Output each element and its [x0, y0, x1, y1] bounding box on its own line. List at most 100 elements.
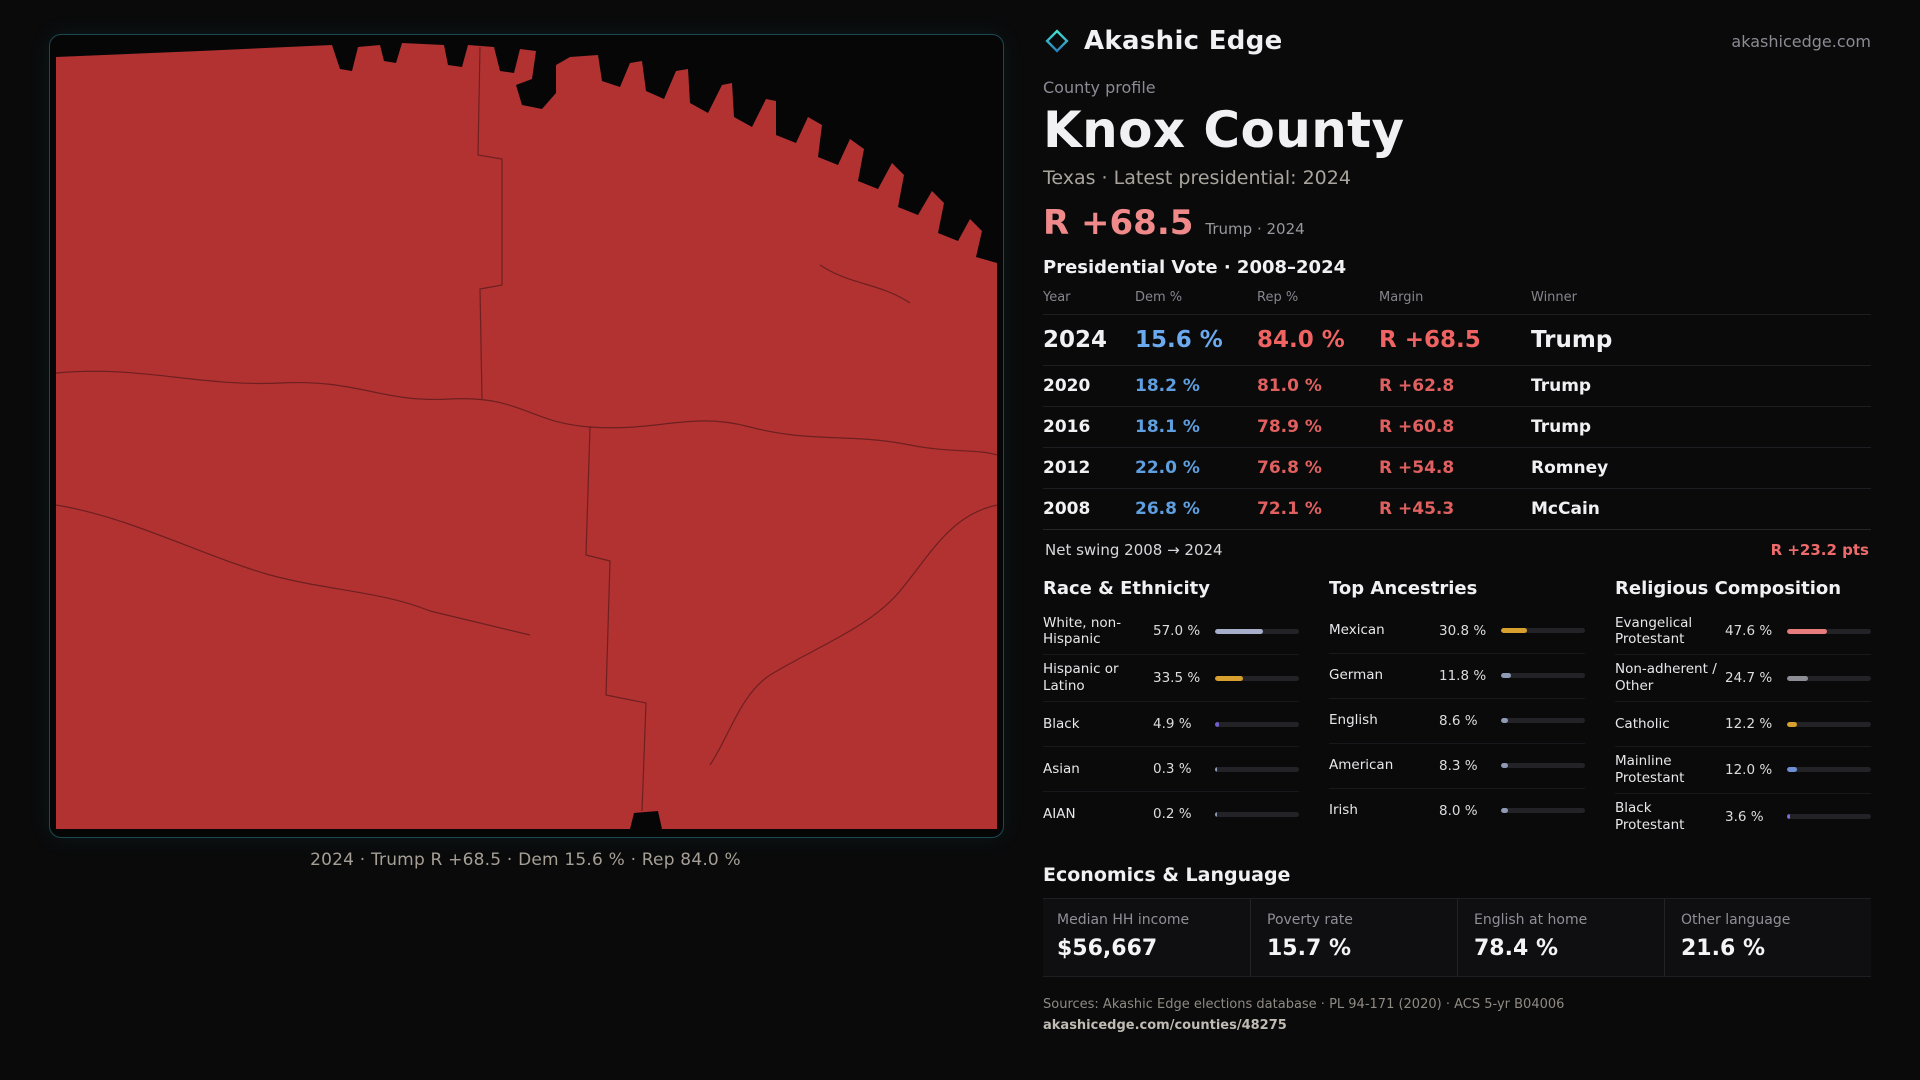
stat-1: Poverty rate 15.7 %	[1250, 898, 1457, 976]
vote-dem: 18.2 %	[1135, 375, 1200, 396]
demo-column-title: Race & Ethnicity	[1043, 577, 1210, 599]
demo-value: 11.8 %	[1439, 667, 1487, 684]
demo-value: 24.7 %	[1725, 670, 1773, 687]
demo-row: White, non-Hispanic 57.0 %	[1043, 609, 1299, 656]
demo-bar-fill	[1215, 675, 1244, 681]
demo-bar-fill	[1787, 721, 1798, 727]
brand-name: Akashic Edge	[1084, 26, 1283, 56]
demo-bar	[1215, 721, 1299, 727]
demo-bar	[1501, 673, 1585, 678]
demo-row: Non-adherent / Other 24.7 %	[1615, 655, 1871, 702]
stat-label: Median HH income	[1057, 911, 1190, 928]
demo-column-0: Race & Ethnicity White, non-Hispanic 57.0 …	[1043, 576, 1299, 837]
demo-label: English	[1329, 712, 1378, 729]
demo-bar	[1787, 721, 1871, 727]
demo-bar-fill	[1215, 811, 1217, 817]
precinct-boundaries	[55, 46, 998, 812]
demo-bar-fill	[1215, 721, 1220, 727]
stat-value: 78.4 %	[1474, 935, 1558, 961]
demo-row: Asian 0.3 %	[1043, 747, 1299, 792]
vote-col-header-4: Winner	[1531, 289, 1578, 305]
vote-row-2020: 2020 18.2 % 81.0 % R +62.8 Trump	[1043, 364, 1871, 406]
demo-row: Evangelical Protestant 47.6 %	[1615, 609, 1871, 656]
vote-table-title: Presidential Vote · 2008–2024	[1043, 256, 1347, 278]
stat-0: Median HH income $56,667	[1043, 899, 1250, 976]
demo-bar-fill	[1787, 767, 1798, 773]
demo-bar	[1215, 628, 1299, 634]
vote-dem: 22.0 %	[1135, 457, 1200, 478]
vote-winner: Trump	[1531, 416, 1592, 437]
demo-column-2: Religious Composition Evangelical Protest…	[1615, 576, 1871, 840]
sources-line: Sources: Akashic Edge elections database…	[1043, 996, 1565, 1012]
map-caption: 2024 · Trump R +68.5 · Dem 15.6 % · Rep …	[310, 850, 741, 870]
demo-bar	[1501, 718, 1585, 723]
demo-label: Black Protestant	[1615, 799, 1685, 833]
economics-title: Economics & Language	[1043, 863, 1291, 886]
demo-bar	[1501, 808, 1585, 813]
vote-col-header-1: Dem %	[1135, 289, 1183, 305]
demo-bar-fill	[1501, 763, 1508, 768]
vote-col-header-0: Year	[1043, 289, 1071, 305]
demo-bar	[1787, 628, 1871, 634]
demo-column-title: Top Ancestries	[1329, 577, 1478, 599]
demo-label: American	[1329, 757, 1394, 774]
permalink-url: akashicedge.com/counties/48275	[1043, 1017, 1287, 1033]
site-header: Akashic Edge akashicedge.com	[1043, 26, 1871, 56]
demo-label: Black	[1043, 715, 1080, 732]
brand-domain-link[interactable]: akashicedge.com	[1731, 31, 1871, 51]
demo-row: German 11.8 %	[1329, 654, 1585, 699]
demo-value: 33.5 %	[1153, 670, 1201, 687]
demo-row: Mexican 30.8 %	[1329, 609, 1585, 654]
demo-row: Hispanic or Latino 33.5 %	[1043, 655, 1299, 702]
vote-margin: R +62.8	[1379, 375, 1455, 396]
demo-value: 0.3 %	[1153, 761, 1192, 777]
demo-bar	[1215, 811, 1299, 817]
kicker: County profile	[1043, 78, 1156, 97]
demo-column-1: Top Ancestries Mexican 30.8 % German 11.8 % E…	[1329, 576, 1585, 833]
demo-row: Black Protestant 3.6 %	[1615, 794, 1871, 840]
demo-label: Mexican	[1329, 622, 1385, 639]
vote-year: 2008	[1043, 498, 1091, 519]
net-swing-row: Net swing 2008 → 2024 R +23.2 pts	[1043, 528, 1871, 568]
demo-bar	[1787, 814, 1871, 820]
demo-bar-fill	[1501, 718, 1509, 723]
vote-col-header-3: Margin	[1379, 289, 1424, 305]
demo-value: 30.8 %	[1439, 622, 1487, 639]
demo-row: AIAN 0.2 %	[1043, 792, 1299, 836]
demo-row: Mainline Protestant 12.0 %	[1615, 747, 1871, 794]
brand-diamond-icon	[1045, 29, 1069, 53]
vote-year: 2016	[1043, 416, 1091, 437]
vote-margin: R +60.8	[1379, 416, 1455, 437]
vote-winner: Trump	[1531, 326, 1613, 353]
stat-label: Poverty rate	[1267, 911, 1353, 928]
vote-margin: R +45.3	[1379, 498, 1455, 519]
demo-value: 12.0 %	[1725, 761, 1773, 778]
demo-row: English 8.6 %	[1329, 699, 1585, 744]
page-subtitle: Texas · Latest presidential: 2024	[1043, 166, 1351, 189]
demo-bar	[1215, 675, 1299, 681]
vote-dem: 18.1 %	[1135, 416, 1200, 437]
demo-bar-fill	[1787, 814, 1791, 820]
economics-stats: Median HH income $56,667 Poverty rate 15.7 …	[1043, 897, 1871, 977]
vote-row-2012: 2012 22.0 % 76.8 % R +54.8 Romney	[1043, 446, 1871, 488]
demo-value: 8.0 %	[1439, 802, 1478, 819]
stat-label: English at home	[1474, 911, 1588, 928]
demo-row: Irish 8.0 %	[1329, 789, 1585, 833]
demo-bar	[1501, 628, 1585, 633]
vote-rep: 72.1 %	[1257, 498, 1322, 519]
vote-year: 2012	[1043, 457, 1091, 478]
demo-bar-fill	[1215, 628, 1263, 634]
demographics-grid: Race & Ethnicity White, non-Hispanic 57.0 …	[1043, 576, 1871, 840]
vote-margin: R +54.8	[1379, 457, 1455, 478]
vote-col-header-2: Rep %	[1257, 289, 1299, 305]
net-swing-value: R +23.2 pts	[1770, 540, 1869, 559]
demo-value: 4.9 %	[1153, 716, 1192, 732]
county-map	[55, 43, 998, 829]
demo-row: American 8.3 %	[1329, 744, 1585, 789]
demo-value: 57.0 %	[1153, 623, 1201, 640]
demo-label: Hispanic or Latino	[1043, 661, 1119, 695]
demo-bar-fill	[1501, 808, 1508, 813]
demo-label: Irish	[1329, 802, 1358, 819]
vote-rep: 81.0 %	[1257, 375, 1322, 396]
